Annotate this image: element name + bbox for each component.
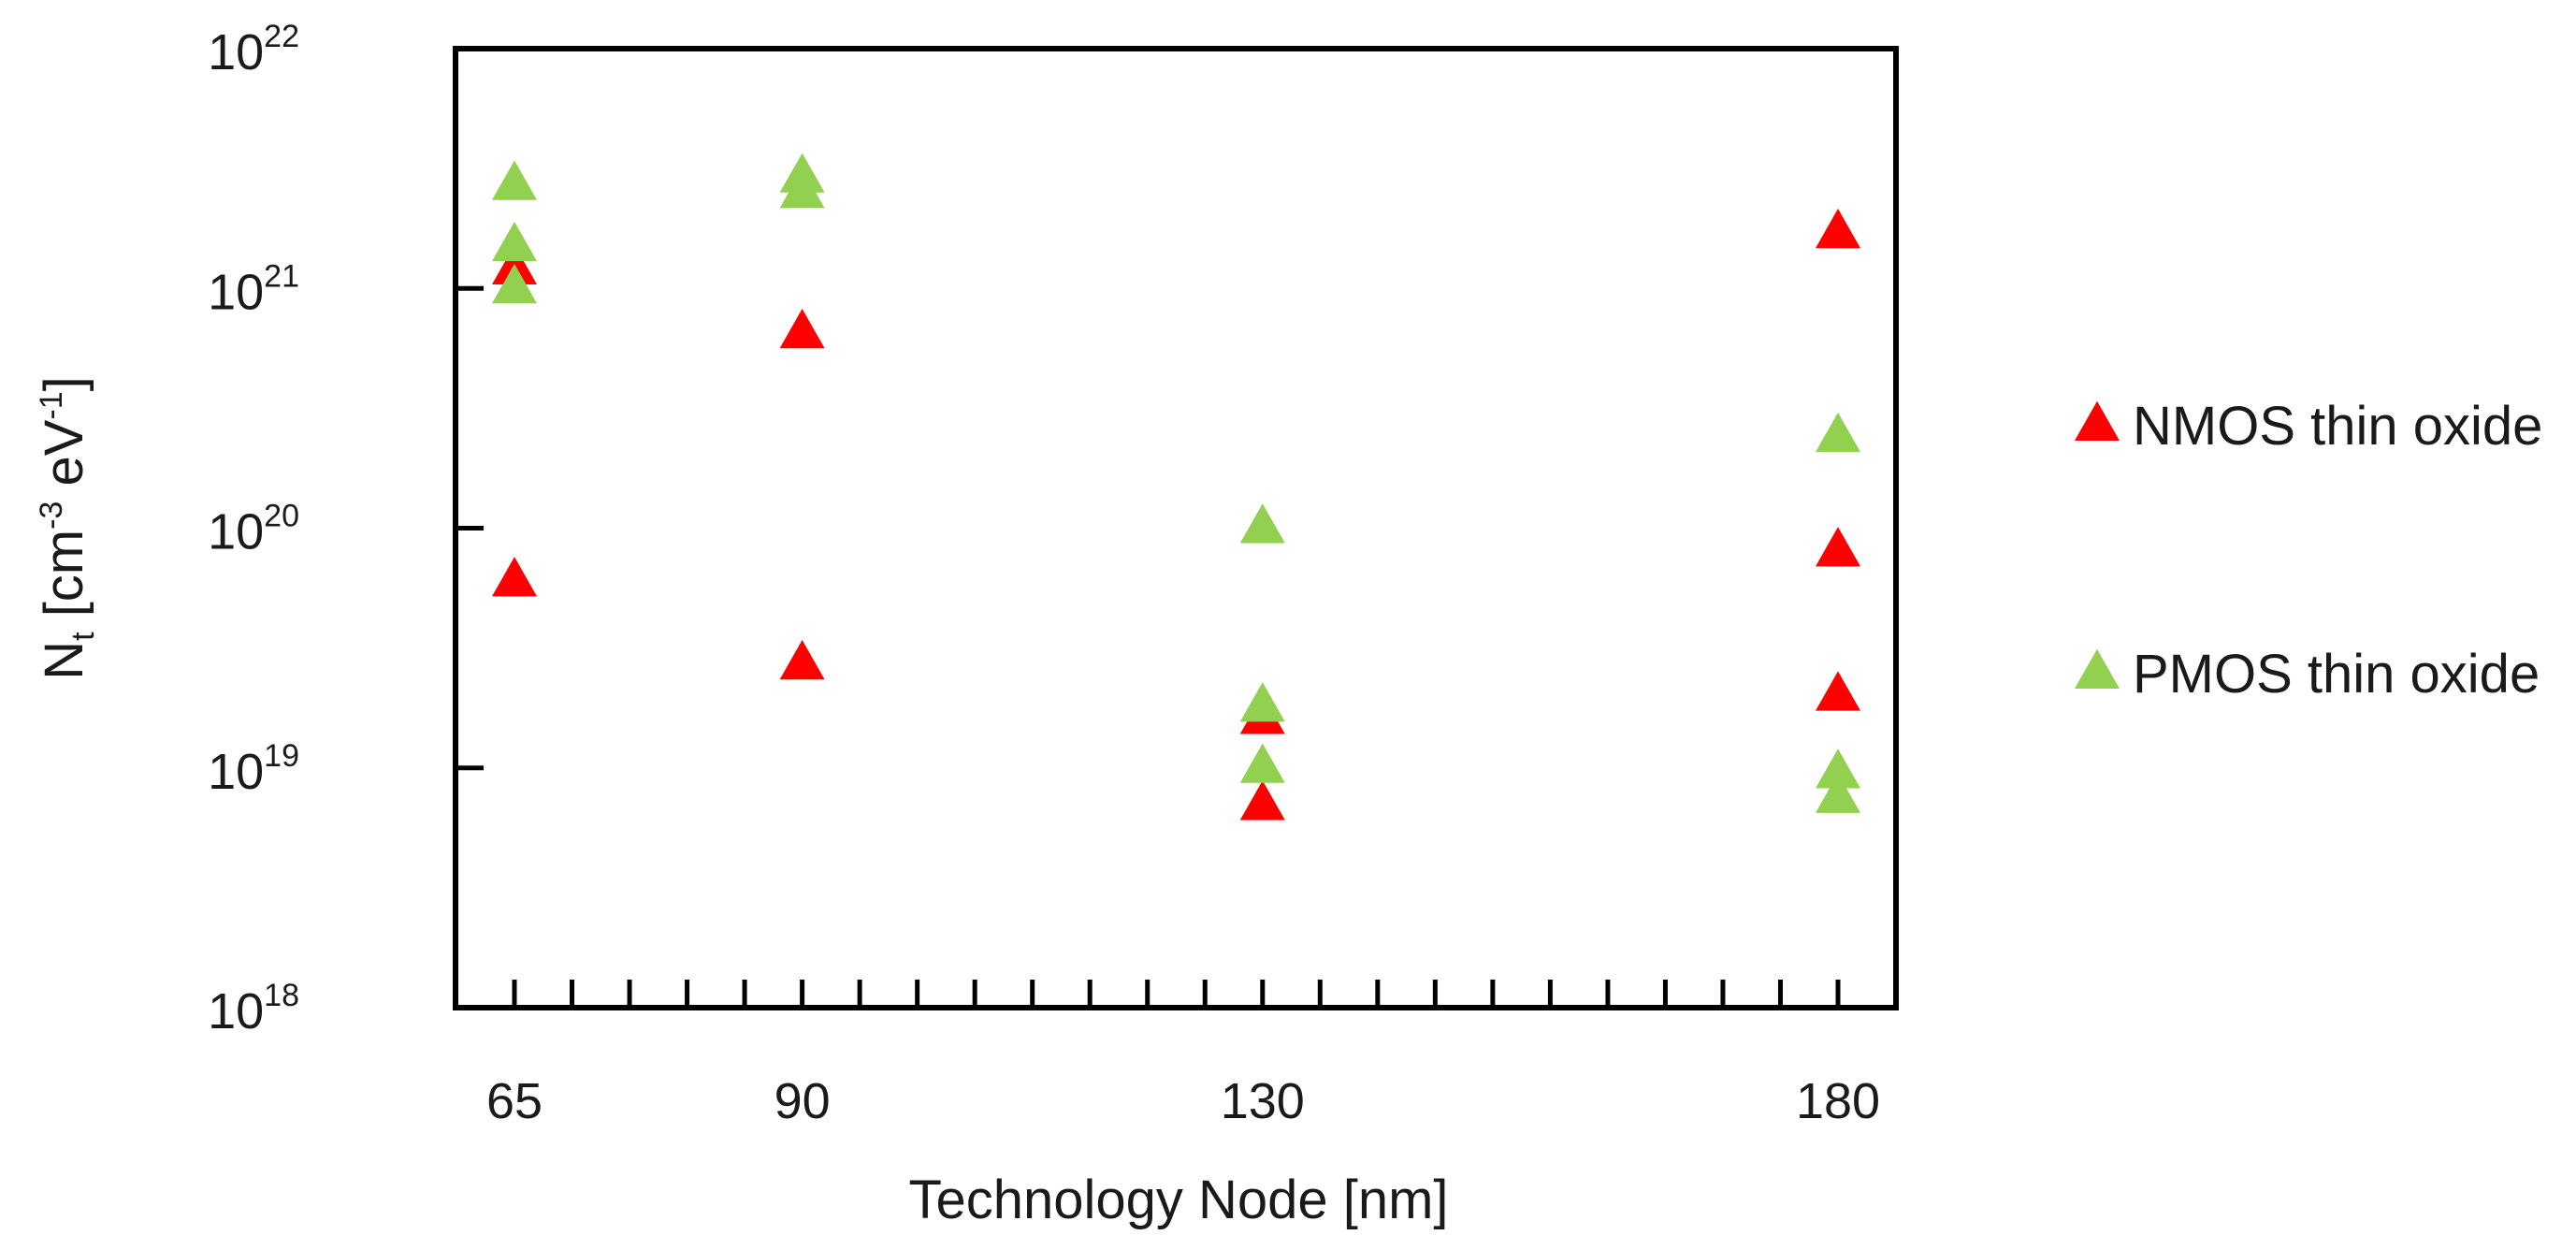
y-axis-title-units-prefix: [cm: [34, 530, 94, 632]
y-axis-title: Nt [cm-3 eV-1]: [34, 376, 101, 680]
y-axis-title-exp1: -3: [34, 501, 69, 530]
y-tick-label: 1020: [208, 499, 299, 560]
data-point-pmos-thin-oxide: [492, 264, 537, 304]
data-point-pmos-thin-oxide: [1239, 743, 1285, 783]
data-point-pmos-thin-oxide: [492, 160, 537, 200]
data-point-nmos-thin-oxide: [1816, 671, 1860, 711]
y-axis-title-units-mid: eV: [34, 419, 94, 501]
data-point-nmos-thin-oxide: [1816, 209, 1860, 249]
legend-label-pmos-thin-oxide: PMOS thin oxide: [2133, 644, 2540, 705]
y-axis-title-units-suffix: ]: [34, 376, 94, 391]
data-point-pmos-thin-oxide: [779, 168, 825, 209]
data-point-pmos-thin-oxide: [1239, 682, 1285, 722]
x-tick-label: 90: [774, 1073, 831, 1129]
y-tick-label: 1021: [208, 258, 299, 320]
y-tick-label: 1019: [208, 738, 299, 800]
data-markers: [492, 153, 1860, 821]
data-point-pmos-thin-oxide: [1816, 773, 1860, 813]
data-point-pmos-thin-oxide: [1816, 749, 1860, 789]
x-tick-label: 65: [486, 1073, 543, 1129]
y-tick-label: 1022: [208, 19, 299, 80]
data-point-pmos-thin-oxide: [1239, 503, 1285, 544]
data-point-nmos-thin-oxide: [492, 557, 537, 597]
y-tick-labels: 1018 1019 1020 1021 1022: [208, 19, 299, 1039]
legend-marker-pmos-thin-oxide: [2075, 648, 2120, 690]
data-point-pmos-thin-oxide: [1816, 412, 1860, 453]
y-axis-title-sub: t: [65, 632, 101, 641]
y-axis-title-exp2: -1: [34, 391, 69, 419]
y-tick-marks: [456, 46, 484, 1010]
data-point-pmos-thin-oxide: [492, 221, 537, 262]
data-point-nmos-thin-oxide: [1816, 527, 1860, 567]
x-tick-marks: [512, 980, 1841, 1008]
legend-marker-nmos-thin-oxide: [2075, 400, 2120, 442]
y-axis-title-base: N: [34, 641, 94, 680]
x-axis-title: Technology Node [nm]: [908, 1170, 1448, 1230]
data-point-nmos-thin-oxide: [779, 309, 825, 349]
x-tick-label: 130: [1221, 1073, 1305, 1129]
data-point-nmos-thin-oxide: [779, 640, 825, 680]
data-point-nmos-thin-oxide: [1239, 780, 1285, 821]
plot-frame: [453, 46, 1899, 1010]
x-tick-label: 180: [1796, 1073, 1880, 1129]
x-tick-labels: 65 90 130 180: [486, 1073, 1880, 1129]
legend-label-nmos-thin-oxide: NMOS thin oxide: [2133, 396, 2542, 457]
legend: NMOS thin oxide PMOS thin oxide: [2075, 396, 2542, 705]
y-tick-label: 1018: [208, 978, 299, 1039]
